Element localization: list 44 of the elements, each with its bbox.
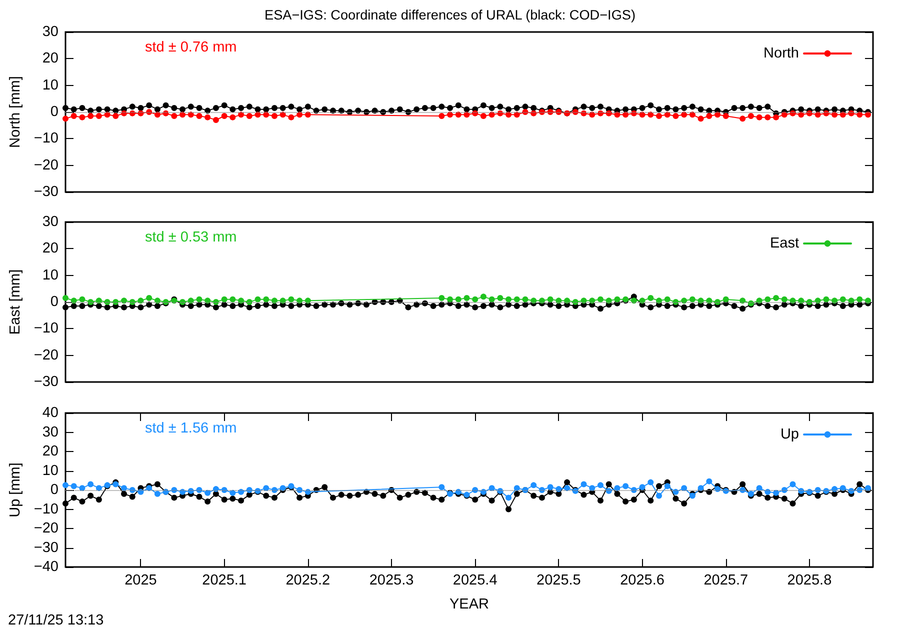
y-tick-label: −20 <box>34 520 58 536</box>
y-tick-label: 10 <box>42 267 58 284</box>
y-tick-label: 30 <box>42 424 58 440</box>
y-tick-label: 20 <box>42 50 58 67</box>
chart-title: ESA−IGS: Coordinate differences of URAL (black: COD−IGS) <box>264 8 636 22</box>
x-tick-label: 2025.6 <box>620 572 664 588</box>
x-axis-title: YEAR <box>450 596 489 612</box>
x-tick-label: 2025.2 <box>286 572 330 588</box>
x-tick-label: 2025.3 <box>369 572 414 588</box>
y-tick-label: −20 <box>34 157 58 174</box>
y-tick-label: 20 <box>42 240 58 257</box>
x-tick-label: 2025.5 <box>536 572 581 588</box>
y-tick-label: 0 <box>50 104 58 120</box>
y-tick-label: −30 <box>34 184 58 200</box>
annotation: std ± 1.56 mm <box>145 420 237 436</box>
y-axis-title: North [mm] <box>8 76 24 148</box>
annotation: std ± 0.76 mm <box>145 40 237 56</box>
legend-label: North <box>764 46 799 62</box>
y-tick-label: −30 <box>34 540 58 556</box>
text: 27/11/25 13:13 <box>8 612 104 628</box>
x-tick-label: 2025.8 <box>787 572 832 588</box>
x-tick-label: 2025.7 <box>704 572 748 588</box>
y-tick-label: 30 <box>42 214 58 230</box>
y-tick-label: 0 <box>50 294 58 310</box>
annotation: std ± 0.53 mm <box>145 230 237 246</box>
y-tick-label: 0 <box>50 482 58 498</box>
legend-label: East <box>770 236 799 252</box>
y-tick-label: −10 <box>34 501 58 518</box>
x-tick-label: 2025.1 <box>202 572 246 588</box>
y-tick-label: 10 <box>42 77 58 94</box>
y-tick-label: −20 <box>34 347 58 364</box>
y-tick-label: 30 <box>42 24 58 40</box>
y-axis-title: East [mm] <box>8 269 24 335</box>
legend-label: Up <box>780 426 799 442</box>
y-tick-label: 40 <box>42 405 58 421</box>
y-tick-label: −10 <box>34 320 58 337</box>
y-tick-label: 20 <box>42 444 58 460</box>
y-tick-label: −30 <box>34 374 58 390</box>
y-tick-label: −10 <box>34 130 58 147</box>
x-tick-label: 2025 <box>124 572 157 588</box>
x-tick-label: 2025.4 <box>452 572 498 588</box>
y-tick-label: 10 <box>42 462 58 479</box>
y-tick-label: −40 <box>34 559 58 575</box>
y-axis-title: Up [mm] <box>8 462 24 518</box>
